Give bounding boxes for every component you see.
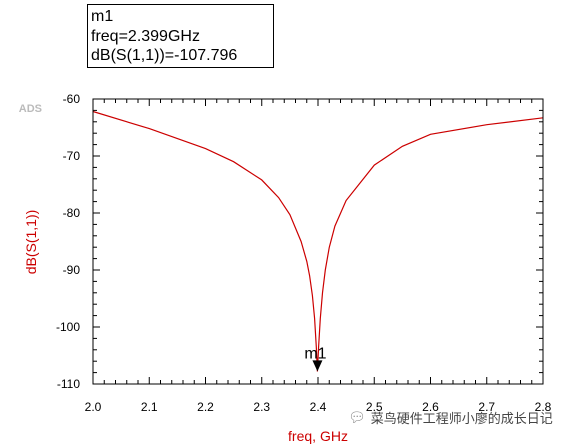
y-axis-label: dB(S(1,1)) xyxy=(23,210,39,275)
x-tick-label: 2.5 xyxy=(366,400,383,414)
plot-frame xyxy=(92,98,544,385)
x-tick-label: 2.1 xyxy=(141,400,158,414)
x-tick-label: 2.6 xyxy=(422,400,439,414)
tick-labels: 2.0 2.1 2.2 2.3 2.4 2.5 2.6 2.7 2.8 -60 -70 -80 -90 -… xyxy=(56,92,552,414)
marker-readout-value: dB(S(1,1))=-107.796 xyxy=(91,47,238,64)
x-axis-label: freq, GHz xyxy=(288,428,348,444)
x-tick-label: 2.7 xyxy=(478,400,495,414)
ads-badge: ADS xyxy=(19,103,42,115)
marker-label: m1 xyxy=(304,345,326,362)
y-tick-label: -80 xyxy=(63,206,81,220)
y-tick-label: -100 xyxy=(56,320,80,334)
y-tick-label: -60 xyxy=(63,92,81,106)
x-tick-label: 2.8 xyxy=(535,400,552,414)
marker-arrow-icon xyxy=(312,360,323,372)
y-tick-label: -70 xyxy=(63,149,81,163)
y-tick-label: -90 xyxy=(63,263,81,277)
watermark-text: 菜鸟硬件工程师小廖的成长日记 xyxy=(370,410,553,426)
x-tick-label: 2.0 xyxy=(85,400,102,414)
x-tick-label: 2.2 xyxy=(197,400,214,414)
marker-readout-freq: freq=2.399GHz xyxy=(91,27,200,45)
marker-m1[interactable]: m1 xyxy=(304,345,327,372)
watermark: 💬︎ 菜鸟硬件工程师小廖的成长日记 xyxy=(348,407,553,427)
wechat-icon: 💬︎ xyxy=(348,408,366,425)
y-tick-label: -110 xyxy=(57,377,80,391)
marker-readout-box: m1 freq=2.399GHz dB(S(1,1))=-107.796 xyxy=(87,4,274,68)
x-tick-label: 2.3 xyxy=(253,400,270,414)
s11-trace xyxy=(92,110,544,372)
marker-readout-name: m1 xyxy=(91,8,114,25)
x-tick-label: 2.4 xyxy=(310,400,327,414)
tick-marks xyxy=(92,98,544,385)
